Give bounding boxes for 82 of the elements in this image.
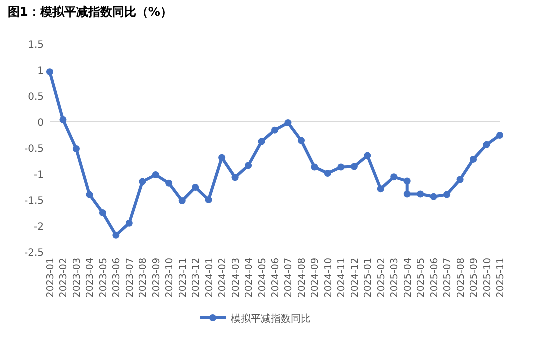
x-tick-label: 2023-08 [138,258,150,298]
point [152,172,160,179]
point [324,170,332,177]
x-tick-label: 2024-03 [230,258,242,298]
chart-title: 图1：模拟平减指数同比（%） [8,5,172,19]
point [456,176,464,184]
point [258,138,266,146]
x-tick-label: 2024-07 [284,258,295,298]
x-tick-label: 2025-03 [390,258,401,298]
point [298,137,305,144]
point [364,152,372,160]
x-tick-label: 2023-02 [58,258,70,298]
point [232,174,239,182]
x-tick-label: 2023-03 [72,258,83,298]
point [178,198,186,205]
point [218,154,226,162]
x-tick-label: 2025-06 [429,258,440,298]
y-tick-label: -2.5 [24,248,44,259]
point [338,164,345,171]
point [377,186,384,193]
point [192,184,200,192]
point [284,120,292,127]
legend-label: 模拟平减指数同比 [231,313,311,325]
point [139,178,146,186]
point [205,196,212,204]
x-tick-label: 2024-09 [310,258,322,298]
x-tick-label: 2024-01 [204,258,216,298]
point [496,132,504,140]
point [404,190,411,198]
point [390,174,398,181]
x-tick-label: 2023-04 [85,258,96,298]
x-tick-label: 2023-06 [112,258,123,298]
x-tick-label: 2025-09 [469,258,480,298]
x-tick-label: 2025-07 [442,258,454,298]
y-tick-label: -0.5 [24,144,44,155]
x-tick-label: 2024-10 [323,258,334,298]
point [166,180,173,187]
x-tick-label: 2023-10 [164,258,176,298]
y-tick-label: 1.5 [28,40,44,51]
point [417,190,424,198]
y-tick-label: 0.5 [28,92,44,103]
point [444,191,451,198]
point [72,146,80,153]
x-tick-label: 2024-12 [350,258,361,298]
point [245,162,252,170]
y-tick-label: -2 [34,222,44,233]
point [430,193,438,200]
point [99,210,106,216]
point [483,141,490,148]
x-tick-label: 2024-08 [296,258,308,298]
x-tick-label: 2023-07 [124,258,136,298]
x-tick-label: 2025-04 [402,258,414,298]
x-tick-label: 2023-09 [151,258,162,298]
y-tick-label: -1 [34,170,44,181]
point [112,232,120,239]
x-tick-label: 2025-01 [363,258,374,298]
point [311,164,318,171]
point [126,220,133,227]
x-tick-label: 2023-01 [46,258,56,298]
x-tick-label: 2024-06 [270,258,282,298]
point [60,116,67,124]
y-tick-label: -1.5 [24,196,44,207]
point [272,126,278,134]
x-tick-label: 2023-11 [178,258,189,298]
x-tick-label: 2023-12 [191,258,202,298]
x-tick-label: 2024-05 [257,258,268,298]
point [46,68,54,76]
x-tick-label: 2023-05 [98,258,110,298]
x-tick-label: 2024-04 [244,258,256,298]
point [470,156,478,163]
point [350,163,358,170]
point [404,178,411,185]
x-tick-label: 2024-11 [336,258,348,298]
x-tick-label: 2024-02 [218,258,229,298]
x-tick-label: 2025-05 [416,258,428,298]
x-tick-label: 2025-02 [376,258,388,298]
x-tick-label: 2025-08 [456,258,467,298]
x-tick-label: 2025-10 [482,258,494,298]
point [86,191,94,198]
x-tick-label: 2025-11 [496,258,506,298]
y-tick-label: 1 [38,66,44,77]
y-tick-label: 0 [38,118,44,129]
